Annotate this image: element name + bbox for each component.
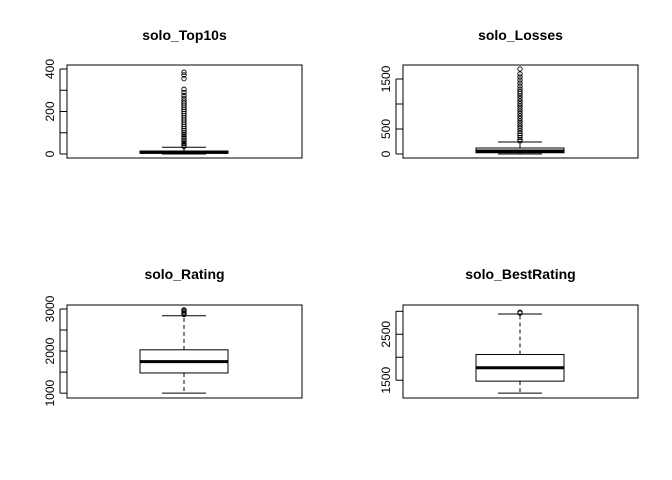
y-tick-label: 3000 <box>43 295 57 322</box>
plot-frame <box>402 64 639 159</box>
outlier-point <box>517 95 523 102</box>
outlier-point <box>181 89 187 96</box>
y-tick-label: 1000 <box>43 379 57 406</box>
outlier-point <box>181 142 187 148</box>
outlier-point <box>517 118 523 124</box>
chart-panel-2: solo_Losses 0 500 1500 <box>379 27 639 159</box>
outlier-point <box>517 77 523 83</box>
y-tick-label: 0 <box>379 150 393 157</box>
outlier-point <box>517 71 523 77</box>
outlier-point <box>181 86 187 92</box>
outlier-point <box>517 125 523 132</box>
outlier-point <box>517 80 523 86</box>
outlier-point <box>517 105 523 112</box>
y-tick-label: 1500 <box>379 367 393 394</box>
y-tick-label: 2000 <box>43 337 57 364</box>
outlier-point <box>517 110 523 117</box>
outlier-point <box>517 113 523 119</box>
plot-frame <box>402 304 639 399</box>
outlier-point <box>181 139 187 145</box>
outlier-point <box>517 66 523 72</box>
outlier-point <box>181 133 187 139</box>
y-tick-label: 200 <box>43 101 57 121</box>
y-tick-label: 500 <box>379 119 393 139</box>
outlier-point <box>181 72 187 78</box>
outlier-point <box>517 100 523 107</box>
outlier-point <box>517 88 523 95</box>
y-tick-label: 400 <box>43 59 57 79</box>
chart-panel-1: solo_Top10s 0 200 400 <box>43 27 303 159</box>
chart-panel-3: solo_Rating 1000 2000 3000 <box>43 266 303 407</box>
outlier-point <box>181 95 187 101</box>
outlier-point <box>181 135 187 141</box>
outlier-point <box>517 123 523 129</box>
outlier-point <box>181 307 187 313</box>
y-tick-label: 0 <box>43 150 57 157</box>
outlier-point <box>181 98 187 104</box>
outlier-point <box>517 120 523 127</box>
chart-title: solo_Top10s <box>142 27 227 43</box>
outlier-point <box>517 309 523 315</box>
outlier-point <box>517 86 523 92</box>
outlier-point <box>517 108 523 114</box>
outlier-point <box>181 140 187 147</box>
outlier-point <box>181 75 187 82</box>
outlier-point <box>181 69 187 75</box>
outlier-point <box>517 115 523 122</box>
y-tick-label: 2500 <box>379 321 393 348</box>
outlier-point <box>517 138 523 144</box>
y-tick-label: 1500 <box>379 65 393 92</box>
outlier-point <box>517 83 523 89</box>
outlier-point <box>181 92 187 99</box>
chart-panel-4: solo_BestRating 1500 2500 <box>379 266 639 399</box>
chart-title: solo_Losses <box>478 27 563 43</box>
outlier-point <box>517 74 523 80</box>
outlier-point <box>517 103 523 109</box>
outlier-point <box>517 130 523 137</box>
outlier-point <box>181 131 187 138</box>
chart-title: solo_Rating <box>144 266 224 282</box>
outlier-point <box>181 137 187 143</box>
outlier-point <box>517 98 523 104</box>
outlier-point <box>517 128 523 134</box>
chart-title: solo_BestRating <box>465 266 575 282</box>
